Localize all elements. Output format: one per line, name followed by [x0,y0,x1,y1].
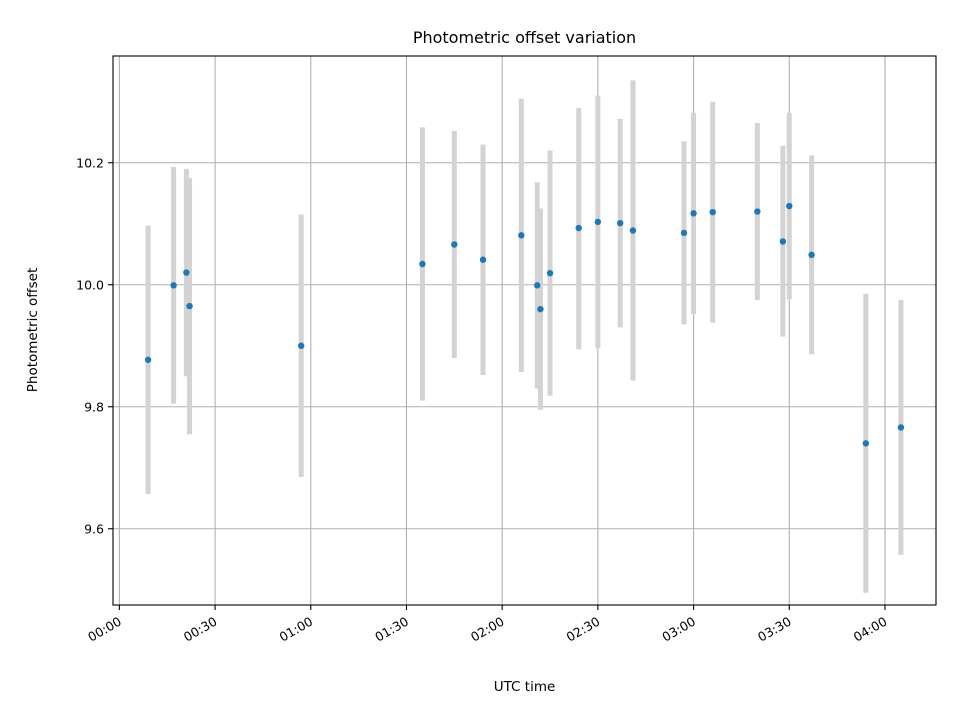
data-point [575,224,582,232]
data-point [709,208,716,216]
data-point [537,305,544,313]
data-point [534,282,541,289]
data-point [680,229,688,237]
y-tick-label: 10.2 [76,155,104,170]
data-point [862,440,870,447]
data-point [183,269,190,276]
chart-title: Photometric offset variation [413,28,636,47]
y-tick-label: 9.8 [84,399,104,414]
data-point [170,282,177,289]
y-axis-label: Photometric offset [25,268,41,392]
y-tick-label: 10.0 [76,277,104,292]
data-point [897,424,905,431]
data-point [298,342,305,349]
data-point [690,210,697,217]
data-point [144,356,152,363]
data-point [451,241,458,248]
plot-area-frame [112,55,937,606]
data-point [419,260,426,268]
data-point [518,232,525,239]
data-point [808,251,815,259]
data-point [629,227,637,234]
data-point [546,269,554,277]
data-point [779,238,787,245]
data-point [186,302,193,310]
data-point [594,218,602,226]
data-points [144,202,905,447]
data-point [786,202,793,210]
data-point [479,256,487,263]
y-tick-label: 9.6 [84,521,104,536]
data-point [754,208,761,215]
x-axis-label: UTC time [494,679,556,695]
data-point [616,219,624,227]
